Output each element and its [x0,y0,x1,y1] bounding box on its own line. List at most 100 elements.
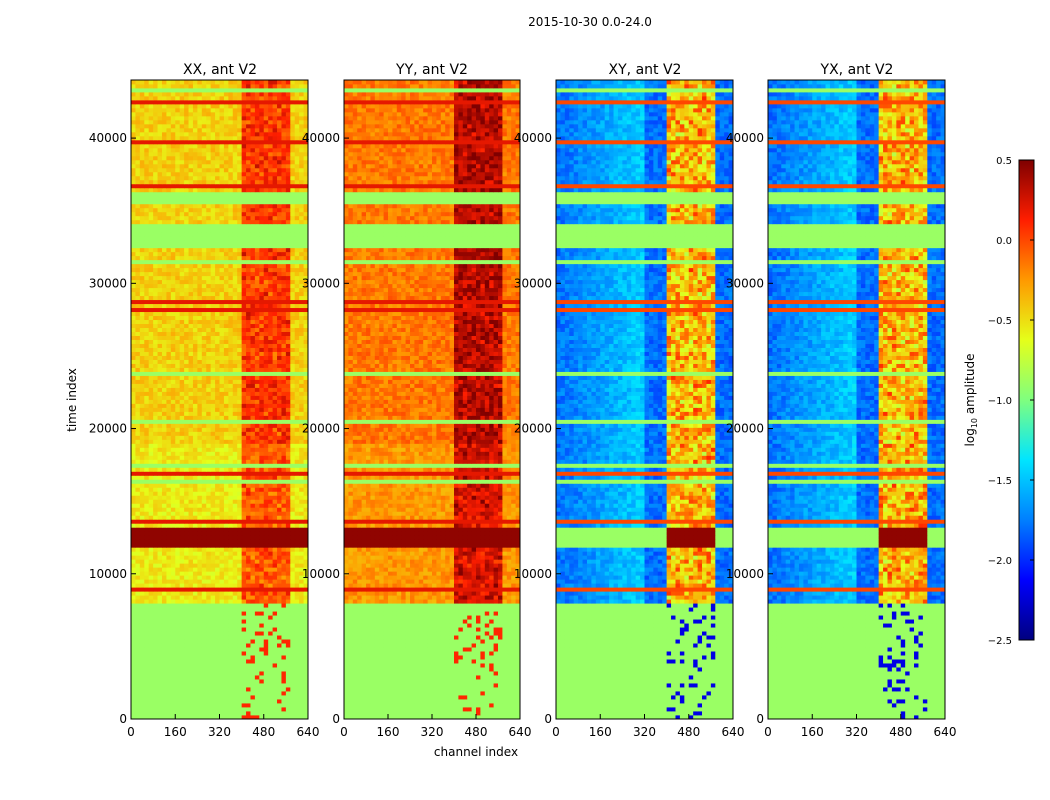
heatmap-cell [250,395,256,400]
heatmap-cell [259,483,265,488]
heatmap-cell [179,439,185,444]
heatmap-cell [170,447,176,452]
heatmap-cell [201,475,207,480]
heatmap-cell [192,663,198,668]
heatmap-cell [303,499,308,504]
heatmap-cell [170,459,176,464]
heatmap-cell [228,303,234,309]
heatmap-cell [139,543,145,548]
heatmap-cell [197,315,203,321]
heatmap-cell [210,499,216,504]
heatmap-cell [206,231,212,237]
heatmap-cell [232,515,238,520]
heatmap-cell [237,491,243,496]
heatmap-cell [175,415,181,420]
heatmap-cell [259,459,265,464]
heatmap-cell [277,471,282,476]
heatmap-cell [277,235,282,241]
heatmap-cell [268,611,273,616]
heatmap-cell [290,315,296,321]
heatmap-cell [259,523,265,528]
heatmap-cell [268,363,273,368]
heatmap-cell [197,651,203,656]
heatmap-cell [228,419,234,424]
heatmap-cell [166,239,172,245]
heatmap-cell [179,399,185,404]
heatmap-cell [259,407,265,412]
heatmap-cell [281,239,287,245]
heatmap-cell [166,295,172,301]
heatmap-cell [223,515,229,520]
heatmap-cell [294,311,300,317]
heatmap-cell [157,487,163,492]
heatmap-cell [215,319,220,325]
heatmap-cell [285,471,291,476]
heatmap-cell [215,419,220,424]
heatmap-cell [161,243,167,249]
heatmap-cell [131,403,136,408]
heatmap-cell [135,711,141,716]
heatmap-cell [303,523,308,528]
heatmap-cell [184,307,189,313]
heatmap-cell [246,647,251,652]
heatmap-cell [166,379,172,384]
heatmap-cell [170,555,176,560]
heatmap-cell [272,435,278,440]
heatmap-cell [170,295,176,301]
heatmap-cell [175,507,181,512]
heatmap-cell [303,359,308,364]
heatmap-cell [139,399,145,404]
heatmap-cell [290,575,296,580]
heatmap-cell [254,471,260,476]
heatmap-cell [215,651,220,656]
heatmap-cell [272,671,278,676]
heatmap-cell [139,711,145,716]
heatmap-cell [263,467,269,472]
heatmap-cell [277,299,282,305]
heatmap-cell [250,299,256,305]
heatmap-cell [148,247,154,253]
heatmap-cell [192,675,198,680]
heatmap-cell [144,683,150,688]
heatmap-cell [166,631,172,636]
heatmap-cell [206,387,212,392]
heatmap-cell [215,659,220,664]
heatmap-cell [268,391,273,396]
heatmap-cell [263,387,269,392]
heatmap-cell [215,359,220,364]
heatmap-cell [268,679,273,684]
heatmap-cell [285,295,291,301]
heatmap-cell [259,415,265,420]
heatmap-cell [166,323,172,329]
heatmap-cell [215,555,220,560]
heatmap-cell [166,647,172,652]
heatmap-cell [232,671,238,676]
heatmap-cell [232,271,238,277]
heatmap-cell [299,555,304,560]
heatmap-cell [294,243,300,249]
heatmap-cell [294,435,300,440]
heatmap-cell [285,251,291,257]
heatmap-cell [285,515,291,520]
heatmap-cell [157,495,163,500]
heatmap-cell [197,671,203,676]
heatmap-cell [237,439,243,444]
heatmap-cell [157,659,163,664]
heatmap-cell [277,623,282,628]
heatmap-cell [184,495,189,500]
heatmap-cell [219,347,225,352]
heatmap-cell [197,479,203,484]
heatmap-cell [281,359,287,364]
heatmap-cell [285,691,291,696]
heatmap-cell [148,655,154,660]
heatmap-cell [170,507,176,512]
heatmap-cell [184,419,189,424]
heatmap-cell [223,623,229,628]
heatmap-cell [285,239,291,245]
heatmap-cell [131,335,136,340]
heatmap-cell [153,671,158,676]
heatmap-cell [175,551,181,556]
heatmap-cell [263,571,269,576]
heatmap-cell [192,347,198,352]
heatmap-cell [153,467,158,472]
